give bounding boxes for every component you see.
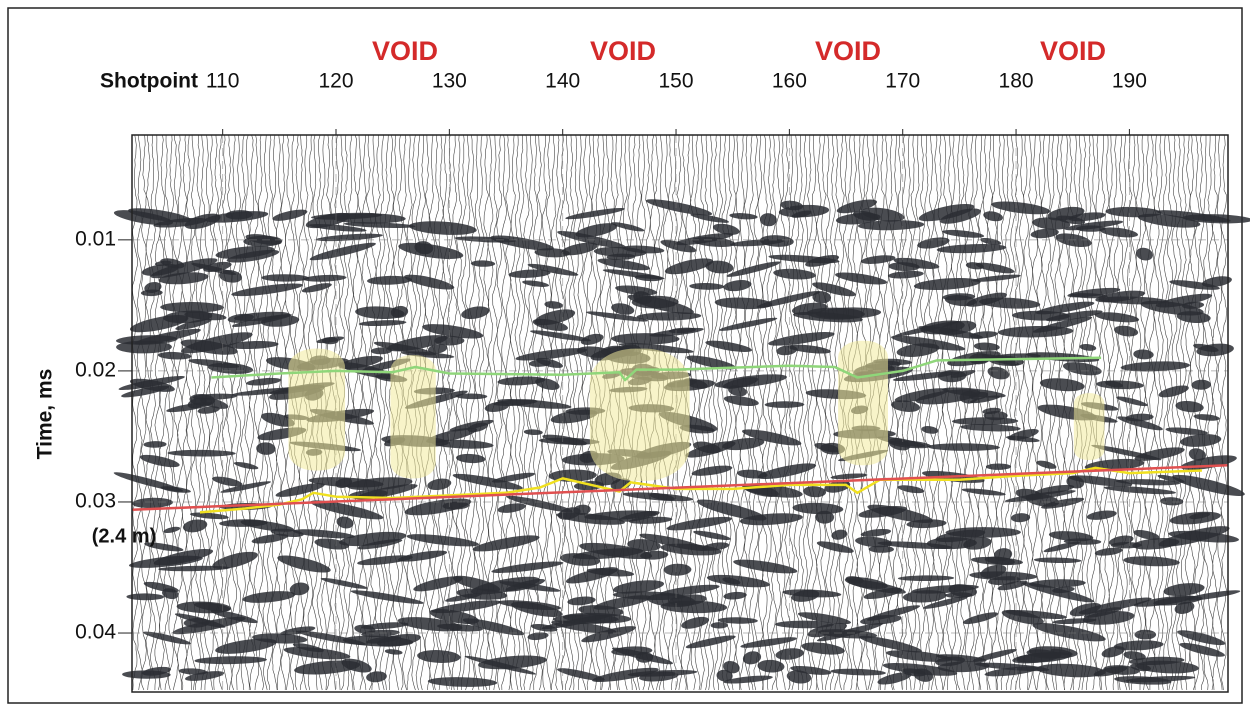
x-tick-label: 120 xyxy=(318,70,353,93)
void-zone xyxy=(390,355,435,478)
x-tick-label: 190 xyxy=(1112,70,1147,93)
seismic-reflection xyxy=(1134,630,1156,640)
y-tick-label: 0.01 xyxy=(75,227,116,250)
y-axis-label: Time, ms xyxy=(34,369,57,460)
x-tick-label: 110 xyxy=(206,70,239,93)
void-label: VOID xyxy=(1040,36,1106,66)
void-zone xyxy=(288,349,345,471)
x-tick-label: 160 xyxy=(772,70,807,93)
seismic-reflection xyxy=(1076,225,1106,231)
void-zone xyxy=(838,341,888,466)
y-tick-label: 0.02 xyxy=(75,358,116,381)
void-label: VOID xyxy=(372,36,438,66)
depth-label: (2.4 m) xyxy=(92,525,156,547)
void-label: VOID xyxy=(590,36,656,66)
x-tick-label: 150 xyxy=(659,70,694,93)
void-label: VOID xyxy=(815,36,881,66)
x-tick-label: 130 xyxy=(432,70,467,93)
x-axis-label: Shotpoint xyxy=(100,70,198,93)
x-tick-label: 180 xyxy=(999,70,1034,93)
y-tick-label: 0.04 xyxy=(75,621,116,644)
x-tick-label: 140 xyxy=(545,70,580,93)
y-tick-label: 0.03 xyxy=(75,490,116,513)
x-tick-label: 170 xyxy=(885,70,920,93)
figure: Shotpoint Time, ms 110 120 130 140 150 160 170… xyxy=(0,0,1250,709)
void-zone xyxy=(1074,393,1105,460)
